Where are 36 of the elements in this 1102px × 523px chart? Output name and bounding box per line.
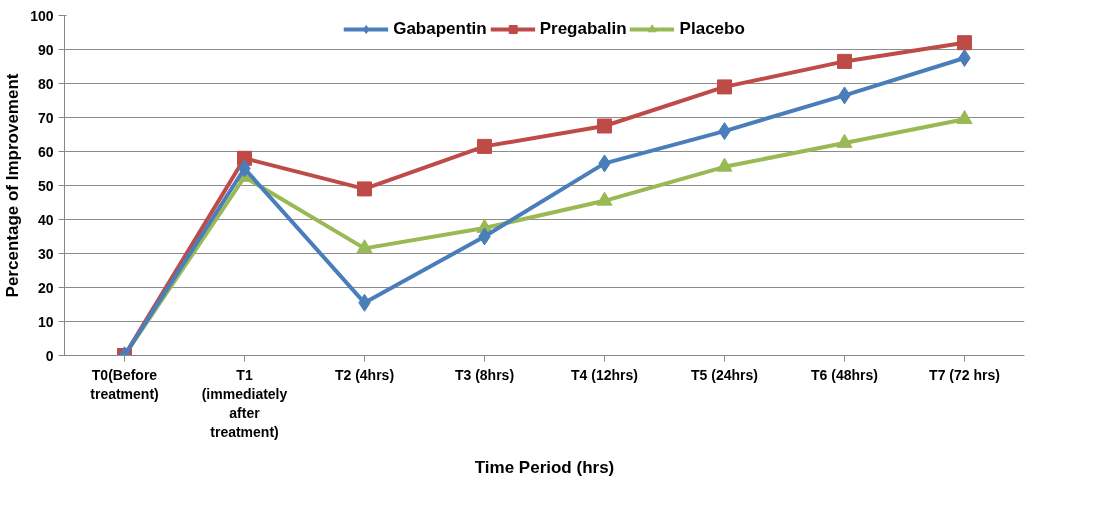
y-tick-label: 10 (37, 313, 54, 330)
y-tick-label: 0 (45, 347, 54, 364)
x-tick-label: T0(Before treatment) (90, 366, 159, 402)
y-axis-title: Percentage of Improvement (3, 73, 23, 298)
x-axis-title: Time Period (hrs) (474, 458, 615, 478)
x-tick-label: T7 (72 hrs) (929, 366, 1000, 383)
point (596, 191, 613, 206)
point (477, 138, 492, 154)
y-tick-label: 20 (37, 279, 54, 296)
point (837, 53, 852, 69)
y-tick-label: 30 (37, 245, 54, 262)
point (717, 79, 732, 95)
x-tick-label: T5 (24hrs) (691, 366, 758, 383)
point (716, 157, 733, 172)
y-tick-label: 40 (37, 211, 54, 228)
point (958, 49, 971, 67)
x-tick-label: T4 (12hrs) (571, 366, 638, 383)
point (597, 118, 612, 134)
point (356, 239, 373, 254)
legend-label: Pregabalin (539, 19, 627, 39)
point (957, 35, 972, 51)
x-tick-label: T2 (4hrs) (334, 366, 395, 383)
x-tick-label: T6 (48hrs) (811, 366, 878, 383)
y-tick-label: 80 (37, 75, 54, 92)
y-tick-label: 100 (30, 7, 54, 24)
x-tick-label: T1 (immediately after treatment) (201, 366, 288, 441)
legend-label: Gabapentin (393, 19, 487, 39)
y-tick-label: 70 (37, 109, 54, 126)
point (836, 133, 853, 148)
legend-label: Placebo (679, 19, 745, 39)
x-tick-label: T3 (8hrs) (454, 366, 515, 383)
y-tick-label: 90 (37, 41, 54, 58)
point (357, 181, 372, 197)
y-tick-label: 60 (37, 143, 54, 160)
point (956, 110, 973, 125)
y-tick-label: 50 (37, 177, 54, 194)
